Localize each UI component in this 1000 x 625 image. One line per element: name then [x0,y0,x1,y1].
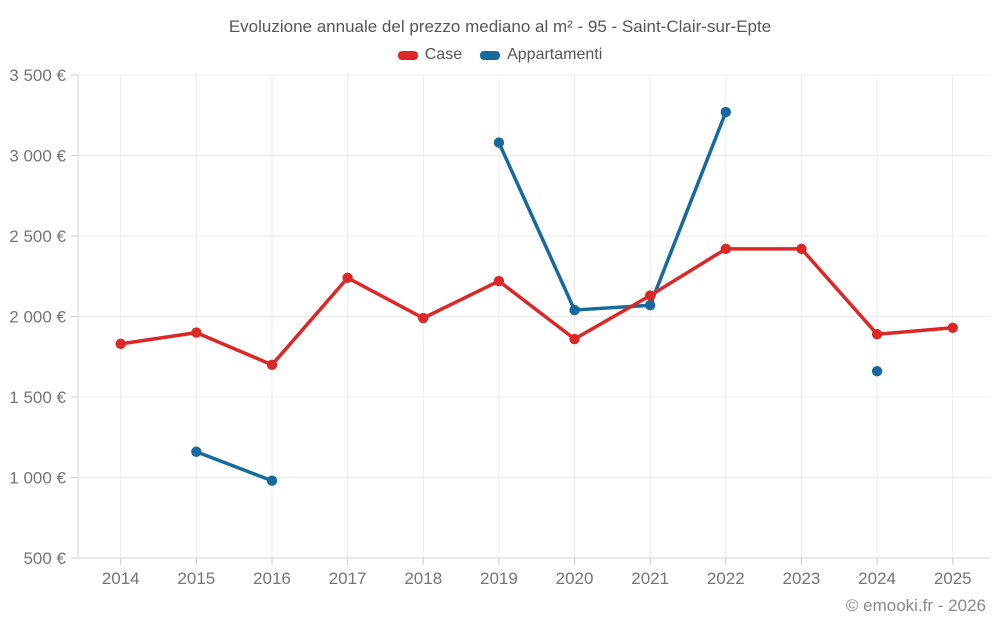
svg-text:3 000 €: 3 000 € [9,147,66,166]
legend-item-appartamenti[interactable]: Appartamenti [480,46,602,64]
chart-title: Evoluzione annuale del prezzo mediano al… [228,17,772,36]
legend-label-case: Case [424,46,463,63]
svg-text:1 500 €: 1 500 € [9,388,66,407]
svg-text:2017: 2017 [329,569,367,588]
svg-text:1 000 €: 1 000 € [9,469,66,488]
appartamenti-series-swatch-icon [480,50,501,60]
case-series-swatch-icon [397,50,418,60]
svg-text:2023: 2023 [783,569,821,588]
svg-text:500 €: 500 € [23,549,66,568]
chart-legend: Case Appartamenti [0,46,1000,64]
svg-text:2025: 2025 [934,569,972,588]
svg-text:2014: 2014 [102,569,140,588]
svg-text:2024: 2024 [858,569,896,588]
svg-text:2021: 2021 [631,569,669,588]
svg-text:2 500 €: 2 500 € [9,227,66,246]
svg-text:2018: 2018 [404,569,442,588]
svg-text:3 500 €: 3 500 € [9,66,66,85]
svg-text:2019: 2019 [480,569,518,588]
svg-text:2016: 2016 [253,569,291,588]
svg-text:2020: 2020 [556,569,594,588]
svg-text:2 000 €: 2 000 € [9,308,66,327]
svg-text:2022: 2022 [707,569,745,588]
copyright-footer: © emooki.fr - 2026 [845,596,986,615]
legend-item-case[interactable]: Case [397,46,463,64]
svg-text:2015: 2015 [177,569,215,588]
legend-label-appartamenti: Appartamenti [507,46,603,63]
